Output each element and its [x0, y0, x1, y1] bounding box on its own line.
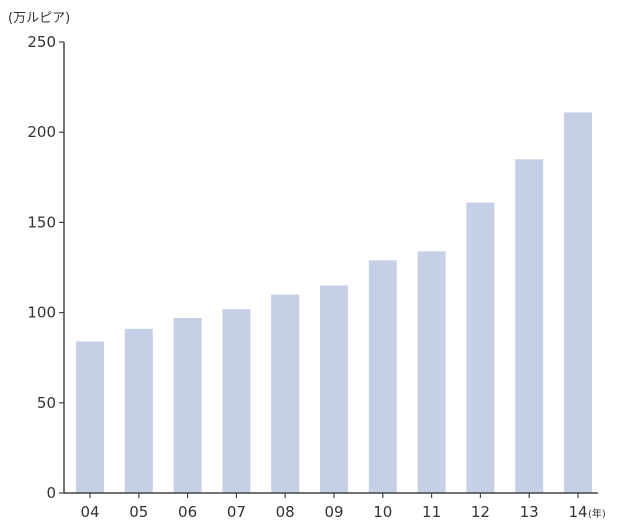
bar-09: [320, 285, 348, 493]
y-tick-label-0: 0: [46, 484, 56, 502]
y-axis-ticks: 0 50 100 150 200 250: [27, 33, 64, 502]
x-tick-label-12: 12: [471, 503, 490, 521]
bar-10: [368, 260, 397, 493]
y-tick-label-150: 150: [27, 213, 56, 231]
x-tick-label-10: 10: [373, 503, 392, 521]
bar-14: [564, 112, 592, 494]
y-tick-label-50: 50: [37, 394, 56, 412]
bar-07: [222, 309, 251, 493]
bar-12: [466, 202, 495, 493]
y-tick-label-100: 100: [27, 304, 56, 322]
y-tick-label-200: 200: [27, 123, 56, 141]
x-tick-label-06: 06: [178, 503, 197, 521]
bar-04: [76, 341, 104, 493]
x-tick-label-14: 14: [568, 503, 587, 521]
y-axis-unit-label: (万ルピア): [8, 11, 70, 26]
x-axis-ticks: 04 05 06 07 08 09 10 11 12 13 14: [80, 493, 588, 521]
bar-11: [417, 251, 446, 493]
bar-05: [124, 328, 153, 493]
x-tick-label-13: 13: [520, 503, 539, 521]
x-tick-label-11: 11: [422, 503, 441, 521]
x-tick-label-09: 09: [324, 503, 343, 521]
x-tick-label-08: 08: [276, 503, 295, 521]
bar-06: [173, 318, 202, 493]
bars: [76, 112, 592, 494]
bar-08: [271, 294, 300, 493]
x-tick-label-04: 04: [80, 503, 99, 521]
y-tick-label-250: 250: [27, 33, 56, 51]
x-tick-label-05: 05: [129, 503, 148, 521]
x-tick-label-07: 07: [227, 503, 246, 521]
bar-13: [515, 159, 544, 494]
x-axis-unit-label: (年): [588, 507, 606, 520]
